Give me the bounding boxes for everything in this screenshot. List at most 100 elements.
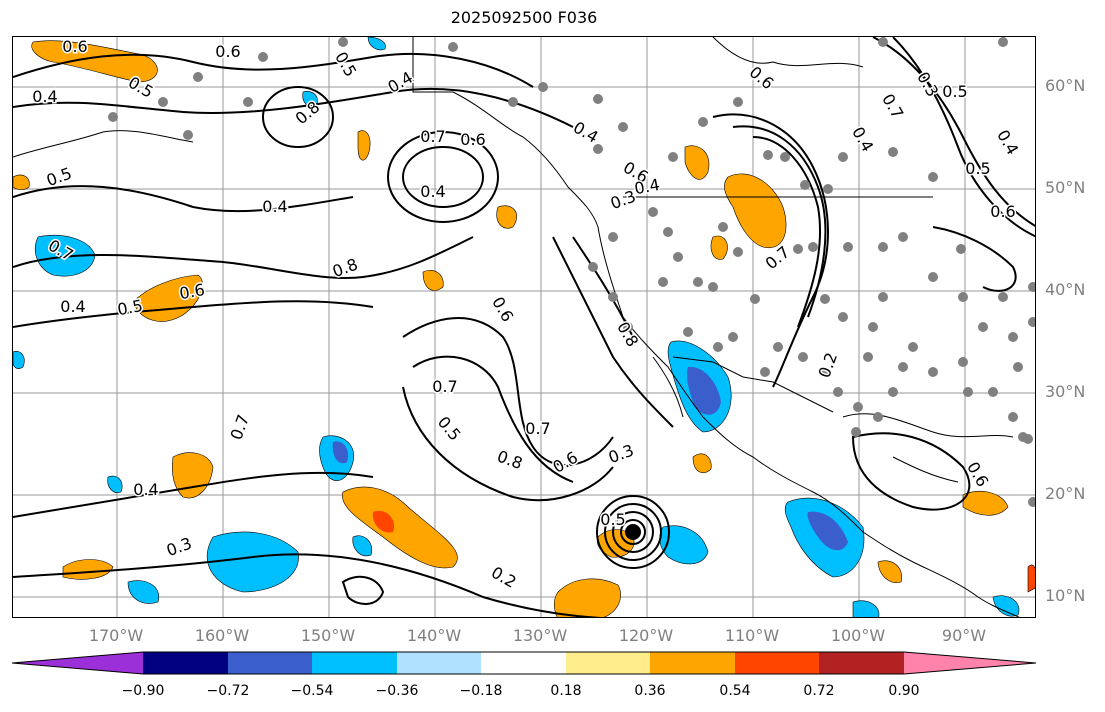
contour-label: 0.6 [178,280,206,303]
lat-label-20n: 20°N [1045,484,1086,503]
colorbar-segment [143,652,228,674]
negative-anomaly-small [107,475,123,493]
colorbar-segment [228,652,312,674]
station-dot [1013,362,1023,372]
lat-label-10n: 10°N [1045,586,1086,605]
contour-0-6-central [13,300,374,328]
station-dot [928,367,938,377]
lat-label-30n: 30°N [1045,382,1086,401]
contour-label: 0.4 [60,297,85,316]
station-dot [843,242,853,252]
filled-anomalies [13,37,1035,617]
lat-label-40n: 40°N [1045,280,1086,299]
station-dot [728,332,738,342]
station-dot [1008,332,1018,342]
colorbar [11,651,1037,675]
colorbar-segment [650,652,735,674]
lat-label-50n: 50°N [1045,178,1086,197]
station-dot [878,37,888,47]
baja-peninsula [652,356,684,418]
station-dots [108,37,1035,507]
station-dot [618,122,628,132]
station-dot [1028,282,1035,292]
lon-label-120w: 120°W [618,626,674,645]
strong-negative-mexico [807,511,848,551]
station-dot [800,180,810,190]
station-dot [773,342,783,352]
positive-anomaly-northern-rockies [724,173,787,249]
contour-label: 0.5 [331,48,360,80]
colorbar-segment [904,652,1036,674]
station-dot [448,42,458,52]
contour-label: 0.6 [62,37,87,56]
contour-label: 0.4 [848,123,877,155]
station-dot [853,402,863,412]
station-dot [668,152,678,162]
contour-label: 0.4 [570,118,602,147]
station-dot [838,152,848,162]
contour-0-7-coast [552,236,674,428]
negative-anomaly-southwest [206,531,299,593]
contour-label: 0.4 [993,126,1022,158]
station-dot [823,184,833,194]
strong-negative-central [332,441,349,464]
contour-label: 0.7 [878,90,907,122]
storm-contour-2 [612,511,654,553]
coastlines [13,37,1020,617]
graticule [13,37,1035,617]
positive-anomaly-hawaii-west [172,452,214,499]
station-dot [733,97,743,107]
contour-ridge-inner [752,136,821,328]
station-dot [1028,497,1035,507]
contour-0-3-gulf-mexico [851,432,971,511]
colorbar-segment [735,652,819,674]
contour-small-low [341,575,385,605]
station-dot [658,277,668,287]
station-dot [108,112,118,122]
positive-anomaly-idaho [710,235,728,260]
colorbar-tick-label: 0.54 [719,683,751,699]
station-dot [608,232,618,242]
station-dot [851,427,861,437]
colorbar-tick-label: 0.18 [550,683,582,699]
contour-label: 0.8 [495,447,525,474]
lon-label-150w: 150°W [300,626,356,645]
colorbar-segment [12,652,143,674]
station-dot [793,244,803,254]
station-dot [588,262,598,272]
colorbar-segment [397,652,481,674]
colorbar-segment [819,652,904,674]
map-title: 2025092500 F036 [450,8,598,27]
contour-label: 0.4 [32,87,57,106]
station-dot [808,242,818,252]
station-dot [623,322,633,332]
positive-anomaly-sw [62,559,114,580]
station-dot [338,37,348,47]
station-dot [693,277,703,287]
station-dot [538,82,548,92]
positive-anomaly-aleutian [31,40,158,83]
contour-0-6-great-lakes [932,226,1017,292]
station-dot [868,322,878,332]
west-coast-north-america [597,226,1020,617]
negative-anomaly-south-central [352,535,373,557]
negative-anomaly-west-edge [13,351,25,369]
station-dot [878,242,888,252]
lon-label-130w: 130°W [512,626,568,645]
contour-0-8-inner [402,146,484,208]
contour-label: 0.8 [613,318,642,350]
colorbar-outline [11,651,1037,675]
station-dot [978,322,988,332]
positive-anomaly-south [553,578,621,617]
positive-anomaly-central-pacific [422,269,444,291]
contour-0-5-east [872,37,1035,227]
contour-0-5-central [13,236,474,279]
lon-label-110w: 110°W [724,626,780,645]
station-dot [648,207,658,217]
station-dot [833,387,843,397]
gulf-coast [842,413,1014,438]
station-dot [956,244,966,254]
negative-anomaly-se [852,600,880,617]
station-dot [1028,317,1035,327]
station-dot [888,147,898,157]
